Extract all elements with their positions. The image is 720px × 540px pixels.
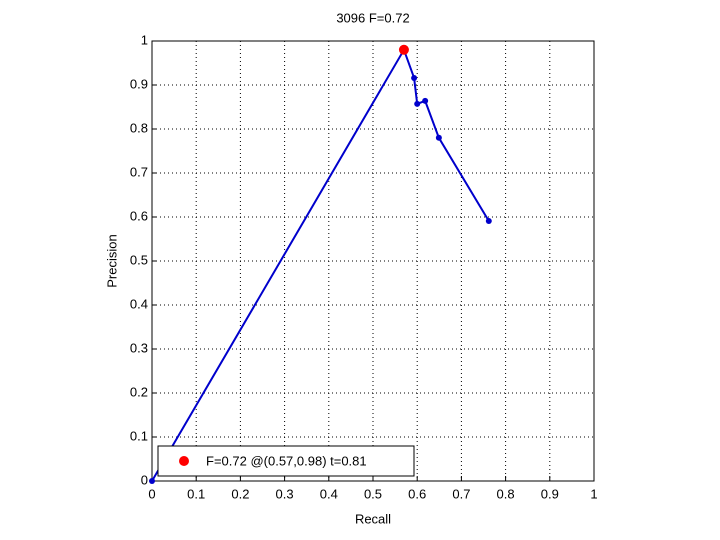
data-point [485,217,492,224]
y-axis-label: Precision [104,234,119,287]
data-point [149,478,155,484]
x-tick-label: 0.7 [452,486,470,501]
y-tick-label: 1 [141,32,148,47]
x-tick-label: 0.9 [541,486,559,501]
legend-label: F=0.72 @(0.57,0.98) t=0.81 [206,453,367,468]
data-point [422,97,429,104]
x-tick-label: 1 [590,486,597,501]
x-tick-label: 0.1 [187,486,205,501]
y-tick-label: 0.7 [130,164,148,179]
y-tick-label: 0.6 [130,208,148,223]
plot-frame [151,40,595,482]
x-tick-label: 0.5 [364,486,382,501]
data-point [435,134,442,141]
data-point [398,44,409,55]
x-tick-label: 0.2 [231,486,249,501]
legend: F=0.72 @(0.57,0.98) t=0.81 [157,445,415,477]
legend-marker [179,456,189,466]
data-point [414,100,421,107]
x-axis-label: Recall [355,511,391,526]
y-tick-label: 0.5 [130,252,148,267]
x-tick-label: 0.8 [497,486,515,501]
y-tick-label: 0 [141,472,148,487]
y-tick-label: 0.3 [130,340,148,355]
y-tick-label: 0.2 [130,384,148,399]
x-tick-label: 0.6 [408,486,426,501]
legend-box [157,445,415,477]
data-point [411,74,418,81]
y-tick-label: 0.8 [130,120,148,135]
x-tick-label: 0.4 [320,486,338,501]
y-tick-label: 0.9 [130,76,148,91]
chart-title: 3096 F=0.72 [336,10,409,25]
x-tick-label: 0.3 [276,486,294,501]
y-tick-label: 0.4 [130,296,148,311]
y-tick-label: 0.1 [130,428,148,443]
x-tick-label: 0 [148,486,155,501]
